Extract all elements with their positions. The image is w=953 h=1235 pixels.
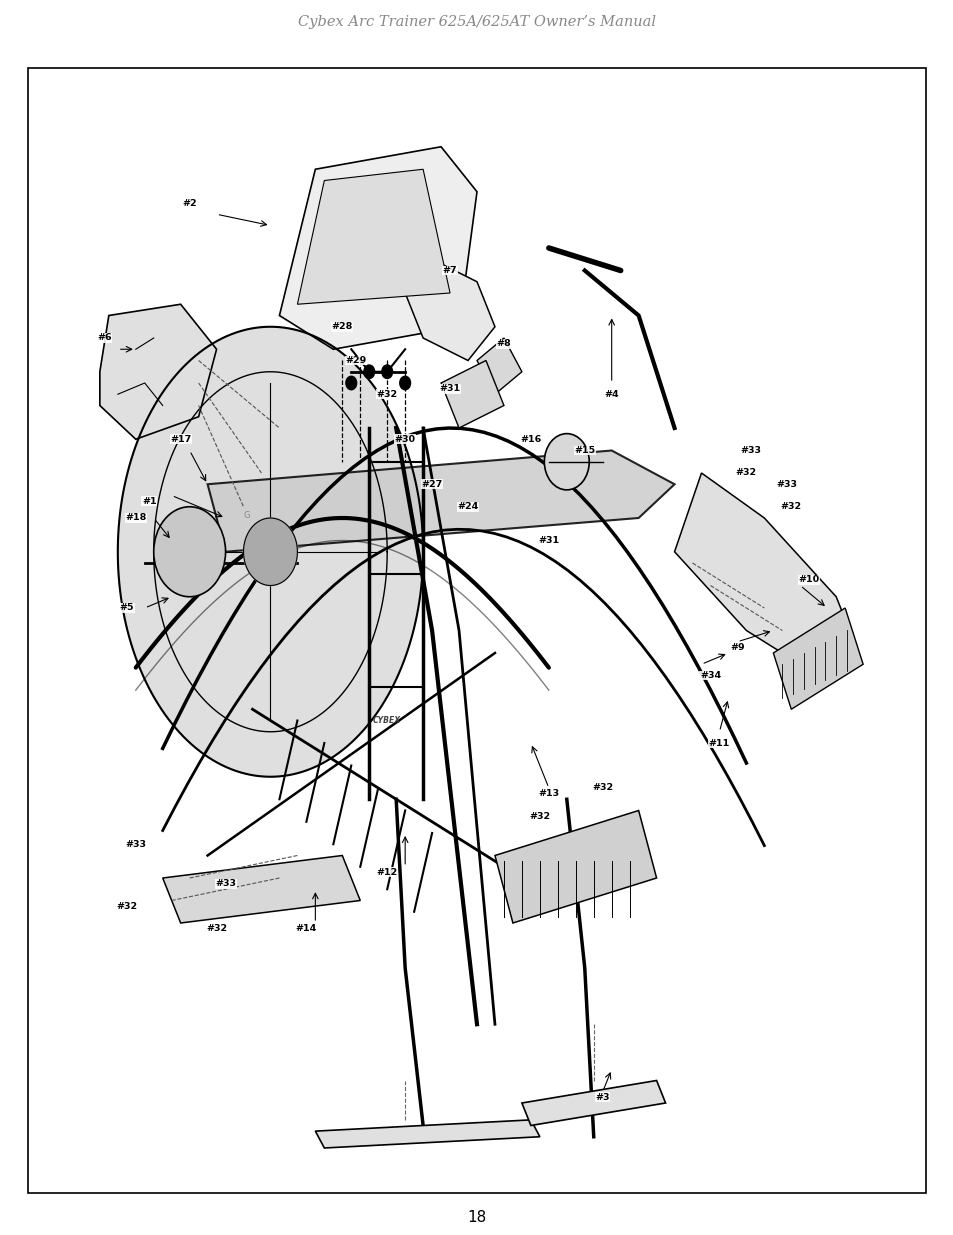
Text: #5: #5 (119, 604, 133, 613)
Text: #34: #34 (700, 671, 720, 680)
Circle shape (399, 377, 410, 390)
Text: #28: #28 (332, 322, 353, 331)
Polygon shape (476, 338, 521, 394)
Text: CYBEX: CYBEX (373, 716, 401, 725)
Text: #32: #32 (735, 468, 756, 478)
Polygon shape (495, 810, 656, 923)
Polygon shape (279, 147, 476, 350)
Text: #14: #14 (295, 924, 316, 934)
Text: #3: #3 (595, 1093, 609, 1102)
Text: #32: #32 (529, 811, 550, 820)
Polygon shape (208, 451, 674, 552)
Text: #33: #33 (125, 840, 146, 848)
Text: #30: #30 (395, 435, 416, 443)
Polygon shape (297, 169, 450, 304)
Text: Cybex Arc Trainer 625A/625AT Owner’s Manual: Cybex Arc Trainer 625A/625AT Owner’s Man… (297, 15, 656, 28)
Text: 18: 18 (467, 1209, 486, 1224)
Circle shape (153, 506, 225, 597)
Polygon shape (674, 473, 853, 676)
Text: #13: #13 (537, 789, 558, 798)
Polygon shape (440, 361, 503, 429)
Text: #1: #1 (142, 496, 156, 505)
Text: #31: #31 (439, 384, 460, 393)
Text: #32: #32 (592, 783, 613, 793)
Circle shape (363, 366, 375, 378)
Polygon shape (100, 304, 216, 440)
Text: #15: #15 (574, 446, 595, 454)
Polygon shape (315, 1120, 539, 1149)
Text: #9: #9 (729, 643, 744, 652)
Polygon shape (773, 608, 862, 709)
Text: #16: #16 (519, 435, 541, 443)
Circle shape (544, 433, 589, 490)
Text: #18: #18 (125, 514, 147, 522)
Text: #10: #10 (798, 576, 819, 584)
Text: #11: #11 (708, 739, 729, 747)
Text: #17: #17 (170, 435, 192, 443)
Text: #27: #27 (421, 479, 442, 489)
Polygon shape (243, 517, 297, 585)
Text: #7: #7 (442, 266, 456, 275)
Polygon shape (405, 259, 495, 361)
Text: #31: #31 (537, 536, 558, 545)
Polygon shape (163, 856, 360, 923)
Text: #29: #29 (345, 356, 366, 366)
Text: #2: #2 (182, 199, 196, 207)
Circle shape (381, 366, 393, 378)
Text: #32: #32 (376, 390, 397, 399)
Text: #32: #32 (206, 924, 227, 934)
Text: #8: #8 (497, 340, 511, 348)
Text: #12: #12 (376, 868, 397, 877)
Text: #32: #32 (780, 503, 801, 511)
Text: #33: #33 (214, 879, 235, 888)
Text: #6: #6 (97, 333, 112, 342)
Text: #32: #32 (116, 902, 137, 910)
Polygon shape (118, 327, 423, 777)
Text: #4: #4 (604, 390, 618, 399)
Text: #33: #33 (776, 479, 797, 489)
Text: G: G (243, 511, 250, 520)
Circle shape (346, 377, 356, 390)
Text: #33: #33 (740, 446, 760, 454)
Text: #24: #24 (456, 503, 478, 511)
Polygon shape (521, 1081, 665, 1125)
